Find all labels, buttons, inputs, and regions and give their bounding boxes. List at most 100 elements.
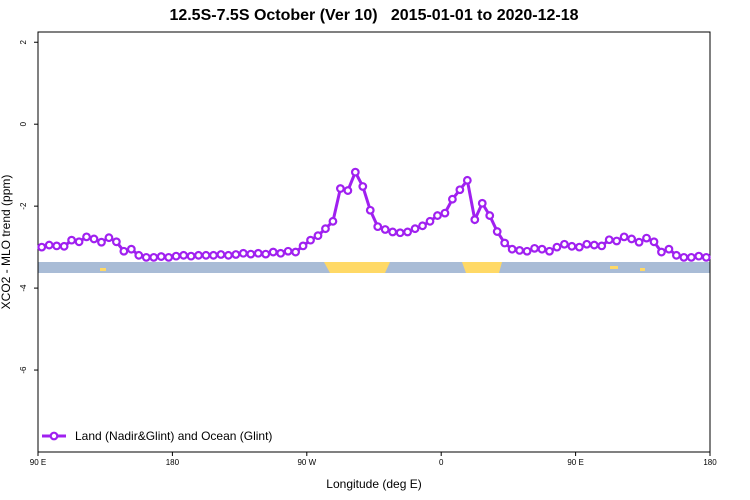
data-point: [223, 250, 233, 260]
land-speck: [100, 268, 106, 271]
data-point: [134, 250, 144, 260]
data-point: [298, 241, 308, 251]
data-point: [627, 234, 636, 244]
data-point: [380, 225, 390, 234]
data-point: [448, 194, 457, 204]
y-tick-label: 2: [19, 39, 28, 44]
data-point: [657, 247, 666, 257]
data-point: [537, 244, 547, 254]
data-point: [545, 246, 554, 256]
data-point: [358, 182, 368, 191]
data-point: [373, 222, 383, 232]
data-point: [507, 244, 517, 254]
y-tick-label: -6: [19, 366, 28, 374]
data-point: [589, 240, 599, 250]
data-point: [268, 247, 278, 257]
data-point: [171, 251, 181, 261]
data-line: [41, 168, 707, 259]
data-point: [194, 250, 203, 260]
x-axis-label: Longitude (deg E): [326, 477, 421, 491]
data-point: [388, 227, 398, 237]
data-point: [149, 252, 159, 262]
data-point: [619, 232, 629, 242]
land-strip: [324, 262, 390, 273]
data-point: [686, 252, 696, 262]
data-point: [672, 250, 681, 260]
data-point: [37, 242, 47, 252]
data-point: [119, 246, 129, 256]
data-point: [425, 216, 435, 226]
land-ocean-strip: [38, 262, 710, 273]
data-point: [455, 185, 465, 195]
chart-title: 12.5S-7.5S October (Ver 10) 2015-01-01 t…: [169, 7, 578, 24]
data-point: [462, 175, 472, 185]
data-point: [604, 235, 614, 245]
data-point: [470, 215, 480, 225]
data-point: [574, 242, 584, 252]
land-strip: [462, 262, 502, 273]
data-point: [694, 251, 704, 261]
data-point: [246, 249, 256, 259]
legend-marker: [49, 431, 59, 441]
data-point: [111, 237, 121, 247]
data-point: [126, 244, 136, 254]
data-point: [522, 246, 532, 256]
y-axis-label: XCO2 - MLO trend (ppm): [0, 175, 13, 310]
data-point: [612, 236, 622, 246]
data-point: [238, 248, 248, 258]
y-tick-label: -2: [19, 202, 28, 210]
data-point: [97, 237, 106, 247]
data-point: [485, 211, 495, 220]
data-point: [291, 247, 301, 257]
data-point: [261, 249, 271, 259]
data-point: [306, 235, 315, 245]
data-point: [141, 252, 151, 262]
data-point: [642, 233, 651, 243]
x-tick-label: 180: [703, 458, 717, 467]
legend-label: Land (Nadir&Glint) and Ocean (Glint): [75, 429, 272, 443]
data-point: [433, 211, 442, 220]
data-point: [253, 248, 263, 258]
data-point: [552, 242, 562, 252]
x-tick-label: 90 E: [30, 458, 46, 467]
data-point: [104, 233, 114, 243]
data-point: [321, 224, 330, 234]
data-point: [209, 250, 218, 260]
data-point: [313, 231, 323, 241]
data-point: [328, 216, 338, 226]
data-point: [634, 237, 644, 247]
data-point: [649, 237, 659, 247]
data-point: [89, 234, 99, 244]
data-point: [67, 235, 76, 245]
data-point: [74, 237, 84, 247]
data-point: [560, 239, 569, 249]
data-point: [216, 250, 226, 259]
data-point: [283, 246, 293, 256]
data-point: [530, 243, 539, 253]
data-point: [343, 186, 353, 195]
x-tick-label: 90 W: [297, 458, 316, 467]
data-point: [186, 251, 196, 261]
data-point: [82, 232, 91, 242]
data-point: [156, 252, 166, 261]
data-point: [664, 244, 674, 254]
data-point: [164, 252, 174, 262]
data-point: [597, 241, 607, 251]
data-point: [276, 248, 286, 258]
data-point: [410, 224, 420, 234]
data-point: [515, 245, 524, 255]
data-point: [477, 198, 487, 208]
data-point: [701, 252, 711, 262]
data-point: [336, 184, 345, 193]
data-point: [350, 167, 360, 177]
data-point: [418, 221, 427, 231]
data-point: [201, 250, 211, 260]
x-tick-label: 0: [439, 458, 444, 467]
data-point: [403, 227, 413, 237]
land-speck: [610, 266, 618, 269]
x-tick-label: 180: [166, 458, 180, 467]
data-point: [59, 241, 69, 251]
plot-frame: [37, 31, 711, 453]
